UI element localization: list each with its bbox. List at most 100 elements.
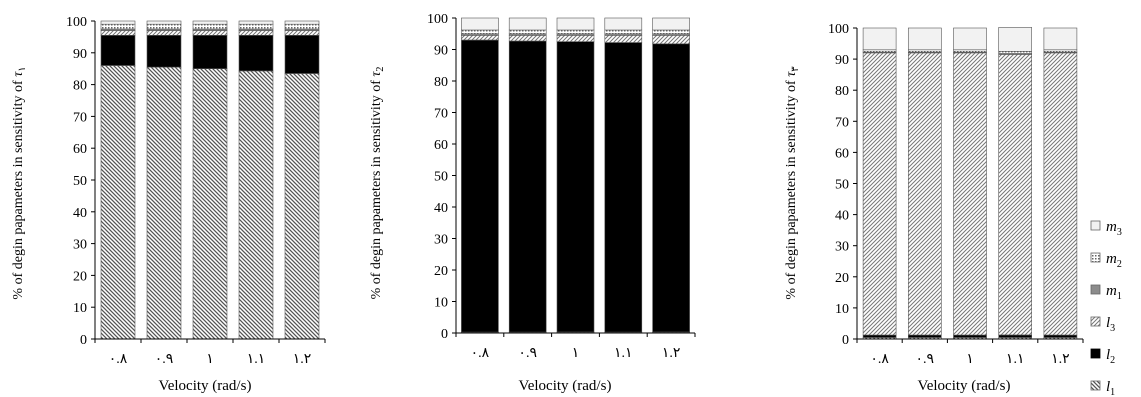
bar-segment-m2-2 <box>146 23 182 30</box>
bar-segment-l3-4 <box>604 34 643 43</box>
axes: ۰.۸ ۰.۹ ۱ ۱.۱ ۱.۲ 0 10 20 30 40 50 60 70 80 90 100 <box>66 15 326 367</box>
y-tick-label: 0 <box>842 333 849 348</box>
y-tick-label: 90 <box>434 44 448 59</box>
bar-segment-l3-5 <box>1043 52 1078 336</box>
bars <box>100 20 320 340</box>
bar-segment-m3-4 <box>604 17 643 31</box>
y-tick-label: 0 <box>80 333 87 348</box>
y-tick-label: 70 <box>73 110 87 125</box>
y-axis-label-subscript: ۳ <box>790 66 801 72</box>
y-axis-label-symbol: τ <box>369 71 384 77</box>
bar-segment-m3-2 <box>508 17 547 31</box>
bar-segment-m2-2 <box>907 49 942 53</box>
bar-segment-m2-4 <box>604 29 643 35</box>
chart-tau3: ۰.۸ ۰.۹ ۱ ۱.۱ ۱.۲ 0 10 20 30 40 50 60 70 80 90 100 Velo… <box>784 22 1084 394</box>
legend-label-l1: l1 <box>1106 379 1115 397</box>
legend-item-m1: m1 <box>1090 283 1122 302</box>
bar-segment-l3-2 <box>146 30 182 36</box>
y-tick-label: 80 <box>835 84 849 99</box>
y-tick-label: 20 <box>434 264 448 279</box>
bar-segment-l2-4 <box>604 42 643 333</box>
x-tick-label: ۱.۲ <box>1051 352 1070 367</box>
y-tick-label: 80 <box>434 75 448 90</box>
x-axis-label: Velocity (rad/s) <box>159 378 252 394</box>
y-tick-label: 60 <box>73 142 87 157</box>
x-axis-label: Velocity (rad/s) <box>918 378 1011 394</box>
bar-segment-l2-1 <box>461 39 499 333</box>
bar-segment-l3-2 <box>508 34 547 42</box>
y-tick-label: 50 <box>434 170 448 185</box>
bar-segment-l3-2 <box>907 52 942 336</box>
bar-segment-m2-1 <box>862 49 897 53</box>
x-tick-label: ۱ <box>572 346 580 361</box>
y-axis-label-subscript: 2 <box>375 67 386 72</box>
bar-segment-l3-3 <box>556 34 595 42</box>
bar-segment-l2-1 <box>862 334 897 338</box>
x-tick-label: ۰.۹ <box>155 352 174 367</box>
legend-swatch-l2 <box>1090 348 1101 359</box>
chart-tau1: ۰.۸ ۰.۹ ۱ ۱.۱ ۱.۲ 0 10 20 30 40 50 60 70 80 90 100 Velo… <box>11 15 326 394</box>
legend-swatch-m1 <box>1090 284 1101 295</box>
bar-segment-m2-5 <box>284 23 320 30</box>
y-axis-label: % of degin papameters in sensitivity of … <box>784 66 801 300</box>
bar-segment-m3-1 <box>461 17 499 31</box>
bar-segment-m3-4 <box>998 27 1033 52</box>
bar-segment-m2-5 <box>652 29 690 35</box>
y-tick-label: 100 <box>66 15 87 30</box>
y-tick-label: 40 <box>835 209 849 224</box>
legend-item-l2: l2 <box>1090 347 1115 366</box>
bar-segment-m2-4 <box>998 50 1033 54</box>
bars <box>862 27 1078 340</box>
y-tick-label: 70 <box>835 115 849 130</box>
bar-segment-m2-1 <box>100 23 136 30</box>
bar-segment-m2-3 <box>192 23 228 30</box>
bar-segment-m3-5 <box>652 17 690 31</box>
y-tick-label: 100 <box>427 12 448 27</box>
legend-label-m3: m3 <box>1106 219 1122 238</box>
bar-segment-m3-2 <box>146 20 182 25</box>
bar-segment-m2-3 <box>556 29 595 35</box>
bar-segment-l2-2 <box>146 34 182 68</box>
y-tick-label: 20 <box>835 271 849 286</box>
bar-segment-m3-3 <box>192 20 228 25</box>
y-tick-label: 40 <box>434 201 448 216</box>
legend-label-l2: l2 <box>1106 347 1115 366</box>
bar-segment-l2-3 <box>192 34 228 70</box>
y-tick-label: 30 <box>835 240 849 255</box>
y-tick-label: 30 <box>434 233 448 248</box>
bar-segment-m2-2 <box>508 29 547 35</box>
y-axis-label-prefix: % of degin papameters in sensitivity of <box>11 77 26 300</box>
bar-segment-l1-1 <box>100 65 136 340</box>
bar-segment-l2-2 <box>907 334 942 338</box>
bar-segment-l1-2 <box>146 66 182 340</box>
y-tick-label: 30 <box>73 238 87 253</box>
legend-swatch-m3 <box>1090 220 1101 231</box>
x-tick-label: ۰.۹ <box>518 346 537 361</box>
bar-segment-m3-5 <box>1043 27 1078 51</box>
y-tick-label: 20 <box>73 269 87 284</box>
bar-segment-l3-1 <box>100 30 136 36</box>
axes: ۰.۸ ۰.۹ ۱ ۱.۱ ۱.۲ 0 10 20 30 40 50 60 70 80 90 100 <box>828 22 1084 367</box>
bar-segment-l2-2 <box>508 40 547 333</box>
bar-segment-l3-5 <box>284 30 320 36</box>
y-axis-label: % of degin papameters in sensitivity of … <box>11 66 28 299</box>
bar-segment-m3-1 <box>862 27 897 51</box>
bar-segment-m3-5 <box>284 20 320 25</box>
x-tick-label: ۰.۸ <box>471 346 490 361</box>
bar-segment-m3-3 <box>953 27 987 51</box>
bar-segment-m2-4 <box>238 23 274 30</box>
bar-segment-l3-4 <box>998 54 1033 336</box>
bar-segment-l1-3 <box>192 68 228 340</box>
y-axis-label-symbol: τ <box>11 71 26 77</box>
y-axis-label-prefix: % of degin papameters in sensitivity of <box>369 77 384 300</box>
y-tick-label: 40 <box>73 206 87 221</box>
y-tick-label: 50 <box>835 178 849 193</box>
bar-segment-m2-3 <box>953 49 987 53</box>
legend-item-l1: l1 <box>1090 379 1115 397</box>
y-tick-label: 60 <box>835 146 849 161</box>
bar-segment-m2-1 <box>461 29 499 35</box>
x-tick-label: ۱.۱ <box>614 346 633 361</box>
bar-segment-l3-4 <box>238 30 274 36</box>
x-tick-label: ۰.۸ <box>109 352 128 367</box>
